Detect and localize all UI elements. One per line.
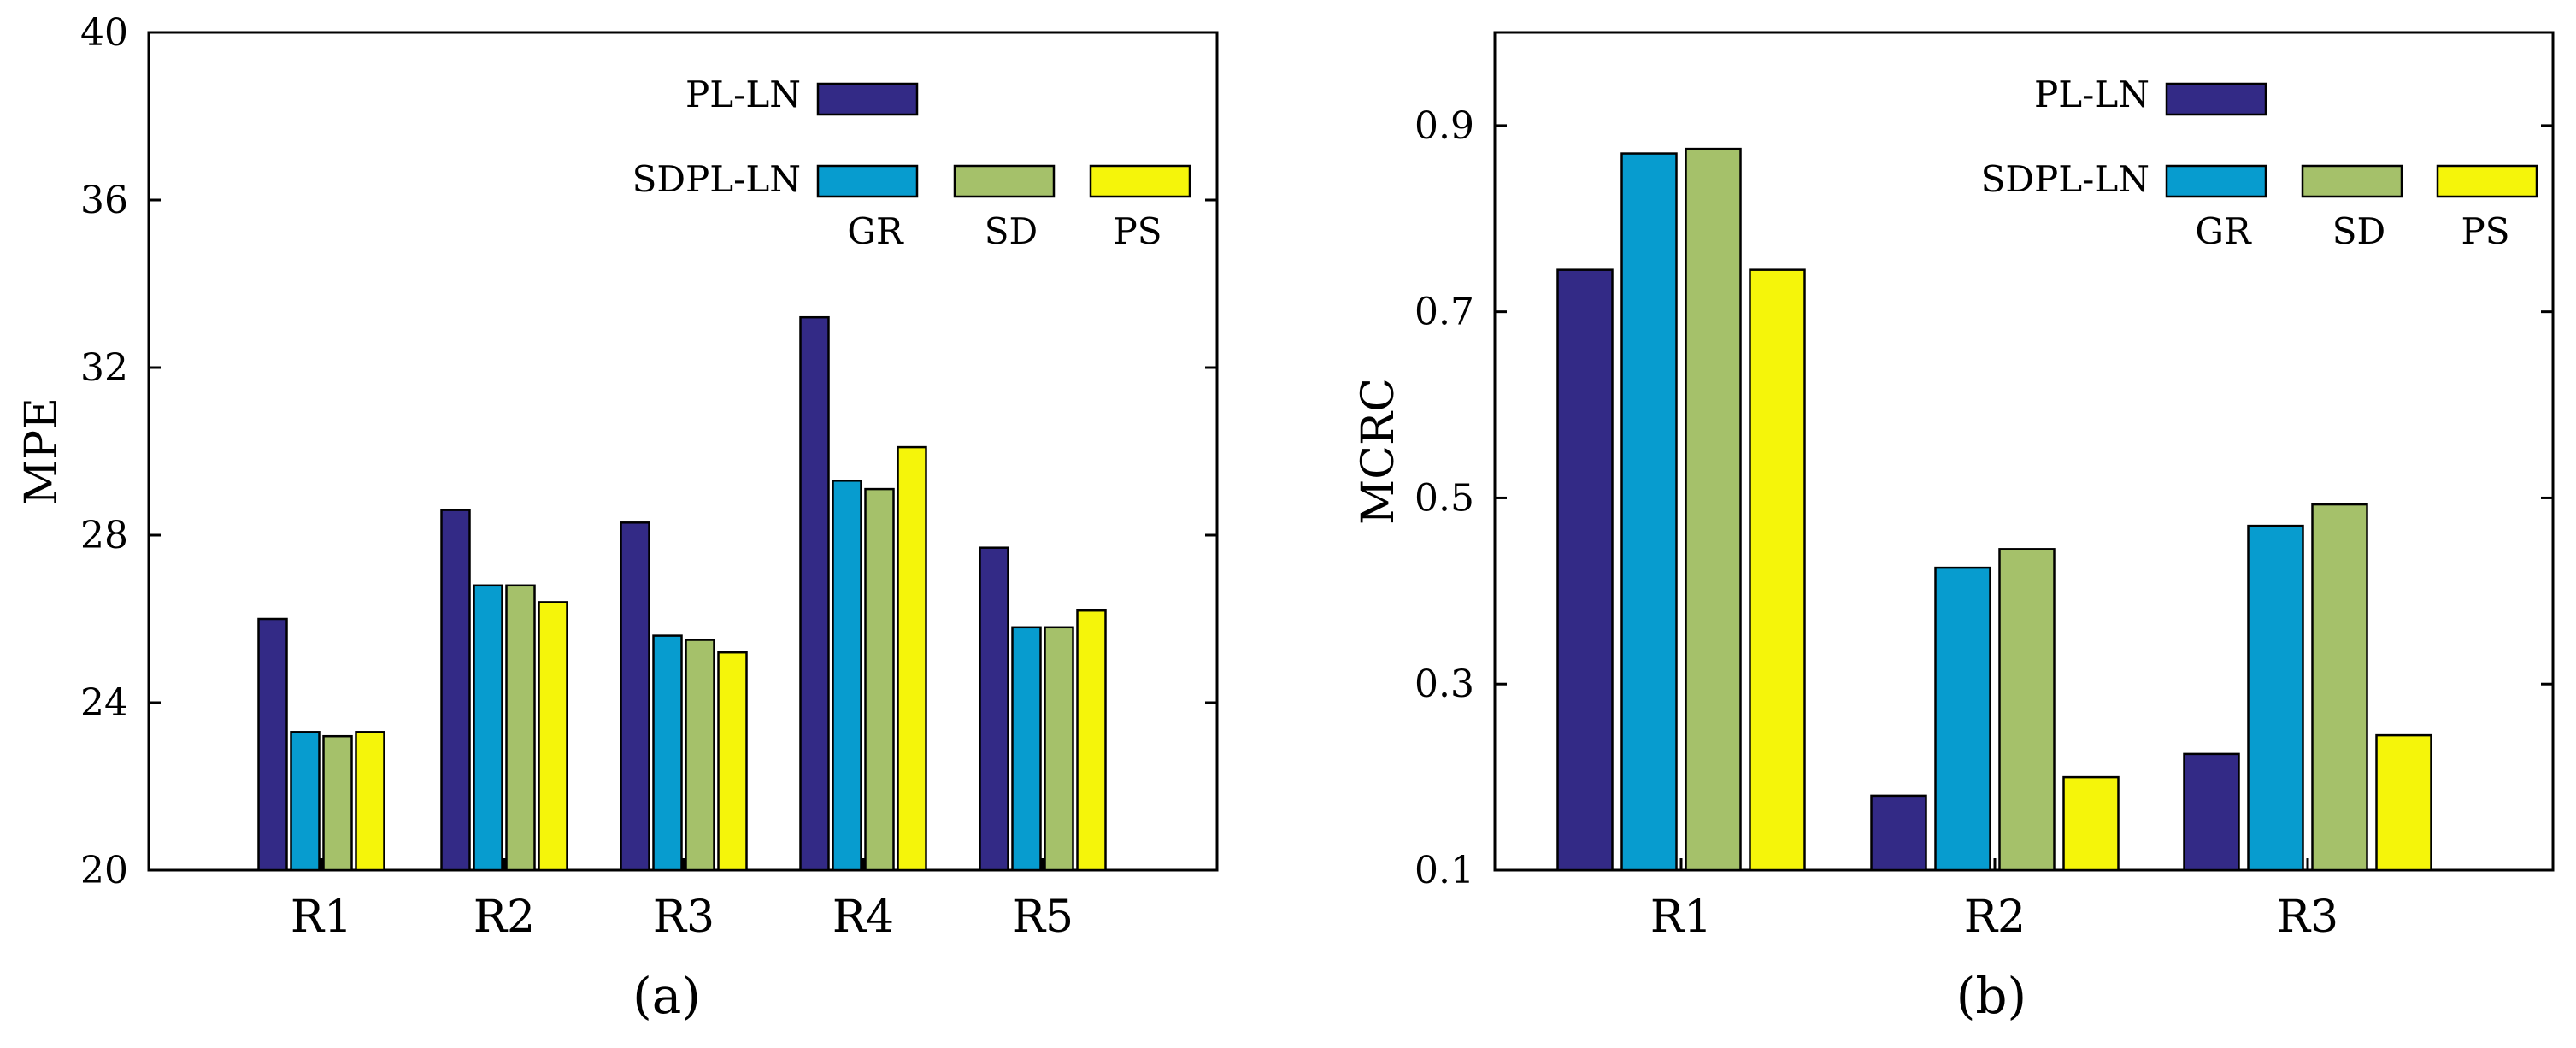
bars-mpe <box>257 315 1107 872</box>
bar-r3-sd <box>2311 503 2368 872</box>
ylabel-mpe: MPE <box>16 397 68 505</box>
legend-label-pl-ln: PL-LN <box>2034 74 2150 115</box>
legend-swatch-sd <box>953 164 1056 198</box>
bar-r4-gr <box>832 480 862 872</box>
bar-r4-ps <box>897 445 927 872</box>
legend-label-sdpl-ln: SDPL-LN <box>632 158 801 200</box>
bar-r4-sd <box>864 487 895 872</box>
bar-r1-gr <box>1620 152 1678 872</box>
bar-r3-ps <box>717 651 748 872</box>
bars-mcrc <box>1556 147 2432 872</box>
bar-r2-sd <box>1998 548 2056 872</box>
legend-mcrc: PL-LN SDPL-LN GR SD PS <box>1981 74 2538 252</box>
y-tick-label-36: 36 <box>80 179 128 222</box>
y-tick-label-28: 28 <box>80 514 128 557</box>
legend-swatch-gr <box>816 164 919 198</box>
bar-r3-gr <box>2247 524 2304 872</box>
bar-r2-sd <box>505 584 536 872</box>
bar-r1-pl-ln <box>257 617 288 872</box>
legend-label-gr: GR <box>2195 210 2252 252</box>
bar-r1-sd <box>322 734 353 872</box>
bar-r1-pl-ln <box>1556 268 1614 872</box>
legend-label-sdpl-ln: SDPL-LN <box>1981 158 2150 200</box>
bar-r3-sd <box>685 639 715 872</box>
y-tick-label-40: 40 <box>80 11 128 55</box>
bar-r5-ps <box>1076 609 1107 872</box>
bar-r1-sd <box>1685 147 1742 872</box>
bar-r5-gr <box>1011 626 1042 872</box>
x-axis-mcrc: R1 R2 R3 <box>1650 858 2338 943</box>
bar-r2-gr <box>473 584 503 872</box>
x-tick-label-r5: R5 <box>1012 892 1073 943</box>
bar-r5-pl-ln <box>979 546 1009 872</box>
legend-label-pl-ln: PL-LN <box>685 74 801 115</box>
bar-r3-gr <box>652 634 683 872</box>
chart-mpe: 20 24 28 32 36 40 R1 R2 R3 R4 R5 MPE (a) PL-LN SD… <box>16 11 1219 1025</box>
bar-r5-sd <box>1044 626 1074 872</box>
bar-r1-gr <box>290 731 321 872</box>
y-axis-mcrc: 0.1 0.3 0.5 0.7 0.9 <box>1414 104 2553 892</box>
caption-b: (b) <box>1956 967 2026 1025</box>
x-tick-label-r1: R1 <box>1650 892 1712 943</box>
bar-r3-pl-ln <box>2183 752 2240 872</box>
y-tick-label-0-1: 0.1 <box>1414 849 1474 892</box>
x-tick-label-r4: R4 <box>832 892 894 943</box>
legend-mpe: PL-LN SDPL-LN GR SD PS <box>632 74 1191 252</box>
y-axis-mpe: 20 24 28 32 36 40 <box>80 11 1217 892</box>
legend-swatch-pl-ln <box>816 82 919 116</box>
y-tick-label-0-3: 0.3 <box>1414 662 1474 706</box>
y-tick-label-0-5: 0.5 <box>1414 476 1474 520</box>
legend-swatch-ps <box>1089 164 1191 198</box>
legend-label-sd: SD <box>2332 210 2385 252</box>
bar-r2-ps <box>538 601 568 872</box>
chart-mcrc: 0.1 0.3 0.5 0.7 0.9 R1 R2 R3 MCRC (b) PL-LN SD… <box>1353 31 2555 1025</box>
bar-r2-ps <box>2062 775 2120 872</box>
bar-r4-pl-ln <box>799 315 830 872</box>
bar-r3-pl-ln <box>620 521 650 872</box>
bar-r1-ps <box>1749 268 1806 872</box>
bar-r2-gr <box>1934 566 1991 872</box>
legend-label-gr: GR <box>847 210 904 252</box>
x-tick-label-r2: R2 <box>473 892 535 943</box>
bar-r3-ps <box>2375 733 2432 872</box>
legend-label-sd: SD <box>985 210 1038 252</box>
x-tick-label-r3: R3 <box>653 892 715 943</box>
legend-label-ps: PS <box>1113 210 1162 252</box>
legend-swatch-sd <box>2301 164 2403 198</box>
legend-swatch-gr <box>2165 164 2267 198</box>
y-tick-label-32: 32 <box>80 346 128 390</box>
y-tick-label-20: 20 <box>80 849 128 892</box>
x-tick-label-r2: R2 <box>1964 892 2026 943</box>
y-tick-label-0-7: 0.7 <box>1414 291 1474 334</box>
bar-r2-pl-ln <box>440 509 471 872</box>
x-tick-label-r3: R3 <box>2277 892 2338 943</box>
ylabel-mcrc: MCRC <box>1353 378 1404 525</box>
x-axis-mpe: R1 R2 R3 R4 R5 <box>291 858 1073 943</box>
bar-r2-pl-ln <box>1870 794 1927 872</box>
x-tick-label-r1: R1 <box>291 892 352 943</box>
legend-swatch-pl-ln <box>2165 82 2267 116</box>
caption-a: (a) <box>632 967 701 1025</box>
y-tick-label-0-9: 0.9 <box>1414 104 1474 148</box>
legend-label-ps: PS <box>2461 210 2509 252</box>
y-tick-label-24: 24 <box>80 681 128 725</box>
bar-r1-ps <box>355 731 385 872</box>
legend-swatch-ps <box>2436 164 2538 198</box>
